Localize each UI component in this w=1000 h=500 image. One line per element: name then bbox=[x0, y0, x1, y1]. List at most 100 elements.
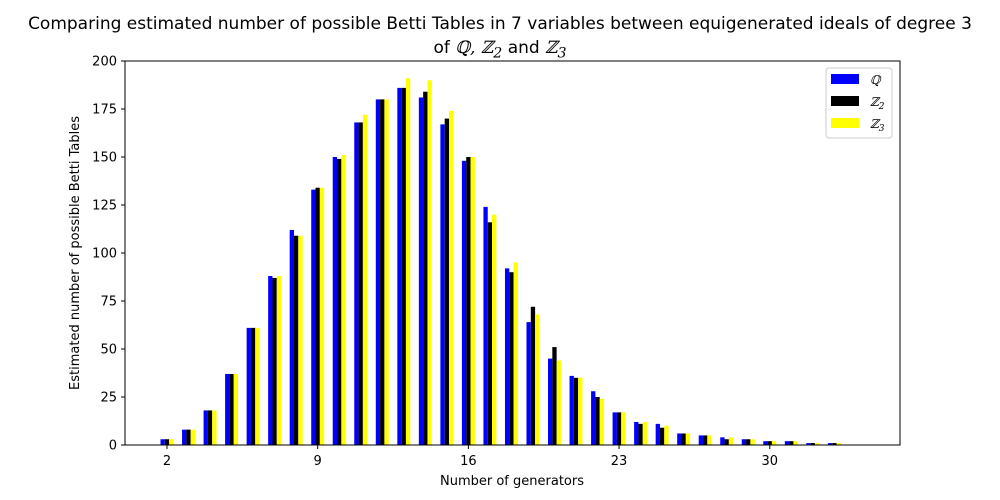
title-z2-symbol: ℤ2 bbox=[480, 38, 503, 62]
bar-series-2-x-5 bbox=[229, 373, 234, 445]
bar-series-2-x-23 bbox=[616, 412, 622, 445]
x-tick-label: 9 bbox=[314, 454, 322, 469]
bar-series-1-x-26 bbox=[677, 433, 682, 445]
bar-series-3-x-10 bbox=[341, 155, 346, 445]
x-axis-label: Number of generators bbox=[440, 474, 584, 489]
bar-series-3-x-2 bbox=[169, 439, 174, 445]
bar-series-1-x-27 bbox=[698, 435, 704, 445]
bar-series-3-x-22 bbox=[599, 398, 604, 445]
bar-series-2-x-11 bbox=[358, 122, 363, 445]
x-tick-label: 23 bbox=[611, 454, 628, 469]
bar-series-3-x-31 bbox=[793, 441, 798, 445]
bar-series-1-x-11 bbox=[354, 122, 359, 445]
bar-series-3-x-13 bbox=[405, 78, 411, 445]
title-z3-letter: ℤ bbox=[545, 38, 558, 58]
bar-series-3-x-17 bbox=[492, 214, 497, 445]
bar-series-3-x-20 bbox=[556, 360, 561, 445]
bar-series-1-x-2 bbox=[160, 439, 165, 445]
x-tick-label: 2 bbox=[163, 454, 171, 469]
bar-series-2-x-2 bbox=[164, 439, 170, 445]
bar-series-2-x-7 bbox=[272, 277, 277, 445]
bar-series-1-x-29 bbox=[741, 439, 747, 445]
bar-series-2-x-32 bbox=[810, 443, 815, 445]
bar-series-2-x-4 bbox=[207, 410, 213, 445]
bar-series-1-x-28 bbox=[720, 437, 725, 445]
bar-series-3-x-25 bbox=[664, 425, 669, 445]
bar-series-3-x-6 bbox=[255, 327, 260, 445]
bar-series-1-x-16 bbox=[461, 160, 467, 445]
bar-series-3-x-3 bbox=[190, 429, 195, 445]
bar-series-3-x-27 bbox=[707, 435, 712, 445]
bar-series-1-x-20 bbox=[548, 358, 553, 445]
bar-series-3-x-5 bbox=[233, 373, 239, 445]
y-tick-label: 100 bbox=[92, 247, 117, 262]
bar-series-3-x-33 bbox=[836, 443, 841, 445]
bar-series-1-x-32 bbox=[806, 443, 811, 445]
title-z2-sub: 2 bbox=[493, 45, 503, 62]
bar-series-2-x-26 bbox=[681, 433, 686, 445]
bar-series-2-x-17 bbox=[487, 222, 493, 445]
bar-series-3-x-30 bbox=[771, 441, 777, 445]
y-tick-label: 175 bbox=[92, 103, 117, 118]
bar-series-3-x-26 bbox=[685, 433, 691, 445]
bars-group bbox=[160, 78, 841, 446]
x-tick-label: 30 bbox=[761, 454, 778, 469]
x-tick-label: 16 bbox=[460, 454, 477, 469]
bar-series-2-x-13 bbox=[401, 87, 406, 445]
bar-series-2-x-15 bbox=[444, 118, 449, 445]
title-q-symbol: ℚ, bbox=[455, 38, 476, 58]
bar-series-1-x-21 bbox=[569, 375, 574, 445]
bar-series-3-x-14 bbox=[427, 80, 432, 445]
bar-series-2-x-21 bbox=[573, 377, 579, 445]
legend-swatch bbox=[831, 74, 859, 84]
bar-series-2-x-6 bbox=[250, 327, 256, 445]
bar-series-3-x-11 bbox=[362, 114, 368, 445]
title-of: of bbox=[433, 38, 450, 58]
bar-series-1-x-13 bbox=[397, 87, 402, 445]
bar-series-1-x-10 bbox=[332, 157, 338, 445]
bar-series-2-x-24 bbox=[638, 423, 643, 445]
y-tick-label: 150 bbox=[92, 151, 117, 166]
legend-label: ℚ bbox=[870, 73, 882, 87]
bar-series-2-x-3 bbox=[186, 429, 191, 445]
y-axis-ticks: 0 25 50 75 100 125 150 175 200 bbox=[92, 55, 125, 454]
x-axis-ticks: 2 9 16 23 30 bbox=[163, 445, 778, 469]
bar-series-2-x-27 bbox=[703, 435, 708, 445]
bar-series-1-x-19 bbox=[526, 322, 531, 445]
bar-series-3-x-24 bbox=[642, 421, 648, 445]
bar-series-3-x-19 bbox=[535, 314, 540, 445]
bar-series-1-x-12 bbox=[375, 99, 381, 446]
y-tick-label: 200 bbox=[92, 55, 117, 70]
title-and: and bbox=[507, 38, 540, 58]
bar-series-3-x-21 bbox=[578, 377, 583, 445]
bar-series-3-x-18 bbox=[513, 262, 518, 445]
bar-series-1-x-5 bbox=[225, 373, 230, 445]
bar-series-3-x-15 bbox=[448, 110, 454, 446]
title-z2-letter: ℤ bbox=[480, 38, 494, 58]
y-tick-label: 25 bbox=[100, 391, 117, 406]
bar-series-2-x-33 bbox=[832, 443, 837, 445]
bar-series-3-x-23 bbox=[621, 412, 626, 445]
y-tick-label: 50 bbox=[100, 343, 117, 358]
bar-series-3-x-32 bbox=[814, 443, 820, 445]
bar-series-1-x-15 bbox=[440, 124, 445, 446]
bar-series-2-x-30 bbox=[767, 441, 772, 445]
bar-series-3-x-16 bbox=[470, 157, 475, 445]
bar-series-2-x-29 bbox=[746, 439, 751, 445]
chart-title: Comparing estimated number of possible B… bbox=[0, 12, 1000, 65]
bar-series-3-x-7 bbox=[276, 276, 282, 445]
bar-series-2-x-12 bbox=[380, 99, 385, 446]
bar-series-2-x-20 bbox=[552, 347, 557, 445]
bar-series-1-x-3 bbox=[182, 429, 187, 445]
y-tick-label: 125 bbox=[92, 199, 117, 214]
bar-series-1-x-17 bbox=[483, 206, 488, 445]
bar-series-1-x-18 bbox=[504, 268, 510, 445]
legend-label-subscript: 2 bbox=[878, 102, 885, 112]
bar-series-3-x-8 bbox=[298, 235, 303, 445]
bar-series-1-x-14 bbox=[418, 97, 424, 445]
bar-series-3-x-28 bbox=[728, 437, 734, 445]
y-tick-label: 0 bbox=[109, 439, 117, 454]
chart-title-line-2: of ℚ, ℤ2 and ℤ3 bbox=[0, 36, 1000, 65]
